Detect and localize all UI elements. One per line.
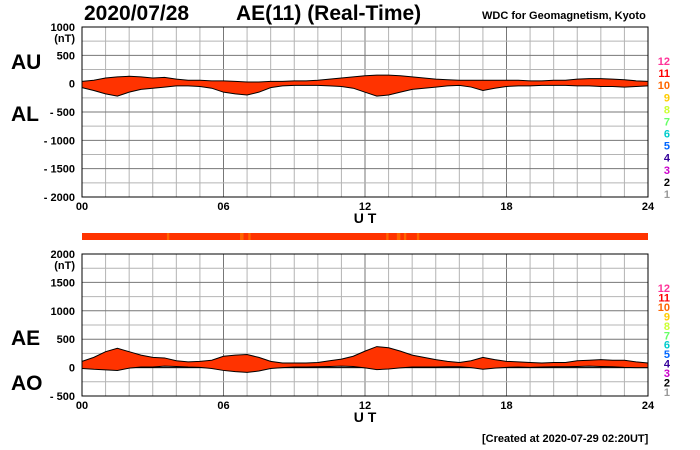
unit-label: (nT) [54, 33, 75, 45]
ae-label: AE [11, 327, 41, 350]
x-axis-label: U T [354, 210, 377, 226]
y-tick-label: - 2000 [44, 192, 75, 204]
y-tick-label: 1000 [51, 22, 75, 34]
x-tick-label: 00 [76, 201, 88, 213]
coverage-tick [403, 233, 407, 240]
station-count-label: 3 [664, 165, 670, 177]
station-count-label: 9 [664, 92, 670, 104]
chart-date: 2020/07/28 [84, 2, 190, 25]
series-line-ae [81, 346, 649, 364]
station-count-label: 12 [658, 283, 670, 295]
au-label: AU [11, 51, 42, 74]
x-tick-label: 12 [359, 201, 371, 213]
series-line-al [81, 84, 649, 97]
chart-title: AE(11) (Real-Time) [236, 2, 422, 25]
station-count-label: 6 [664, 129, 670, 141]
x-tick-label: 18 [500, 400, 512, 412]
coverage-tick [396, 233, 401, 240]
station-count-label: 4 [664, 359, 671, 371]
coverage-tick [166, 233, 170, 240]
station-count-label: 1 [664, 387, 670, 399]
x-tick-label: 00 [76, 400, 88, 412]
station-count-label: 12 [658, 56, 670, 68]
y-tick-label: 2000 [51, 249, 75, 261]
x-tick-label: 06 [217, 400, 229, 412]
coverage-tick [386, 233, 389, 240]
station-count-label: 9 [664, 311, 670, 323]
series-line-au [81, 74, 649, 83]
station-count-label: 4 [664, 153, 671, 165]
y-tick-label: 0 [69, 363, 75, 375]
station-count-label: 8 [664, 321, 670, 333]
y-tick-label: 0 [69, 79, 75, 91]
data-band-fill [82, 346, 648, 373]
x-tick-label: 24 [642, 201, 655, 213]
station-count-label: 2 [664, 378, 670, 390]
station-count-label: 10 [658, 302, 670, 314]
y-tick-label: - 500 [50, 391, 75, 403]
x-tick-label: 12 [359, 400, 371, 412]
station-count-label: 2 [664, 177, 670, 189]
x-tick-label: 06 [217, 201, 229, 213]
station-count-label: 10 [658, 80, 670, 92]
x-tick-label: 18 [500, 201, 512, 213]
station-count-label: 11 [658, 68, 670, 80]
station-count-label: 8 [664, 104, 670, 116]
y-tick-label: - 1000 [44, 135, 75, 147]
station-count-label: 11 [658, 292, 670, 304]
y-tick-label: 500 [57, 334, 75, 346]
y-tick-label: 1000 [51, 306, 75, 318]
coverage-strip [82, 233, 648, 240]
created-timestamp: [Created at 2020-07-29 02:20UT] [482, 433, 649, 445]
station-count-label: 6 [664, 340, 670, 352]
y-tick-label: - 500 [50, 107, 75, 119]
y-tick-label: 500 [57, 50, 75, 62]
station-count-label: 7 [664, 116, 670, 128]
x-tick-label: 24 [642, 400, 655, 412]
x-axis-label: U T [354, 409, 377, 425]
station-count-label: 7 [664, 330, 670, 342]
plot-frame [81, 26, 649, 198]
coverage-tick [240, 233, 244, 240]
unit-label: (nT) [54, 260, 75, 272]
data-source: WDC for Geomagnetism, Kyoto [482, 10, 646, 22]
ao-label: AO [11, 372, 43, 395]
station-count-label: 5 [664, 349, 670, 361]
al-label: AL [11, 103, 39, 126]
station-count-label: 3 [664, 368, 670, 380]
y-tick-label: - 1500 [44, 164, 75, 176]
plot-frame [81, 253, 649, 397]
coverage-tick [416, 233, 420, 240]
series-line-ao [81, 365, 648, 373]
station-count-label: 5 [664, 141, 670, 153]
station-count-label: 1 [664, 189, 670, 201]
y-tick-label: 1500 [51, 277, 75, 289]
coverage-tick [248, 233, 251, 240]
